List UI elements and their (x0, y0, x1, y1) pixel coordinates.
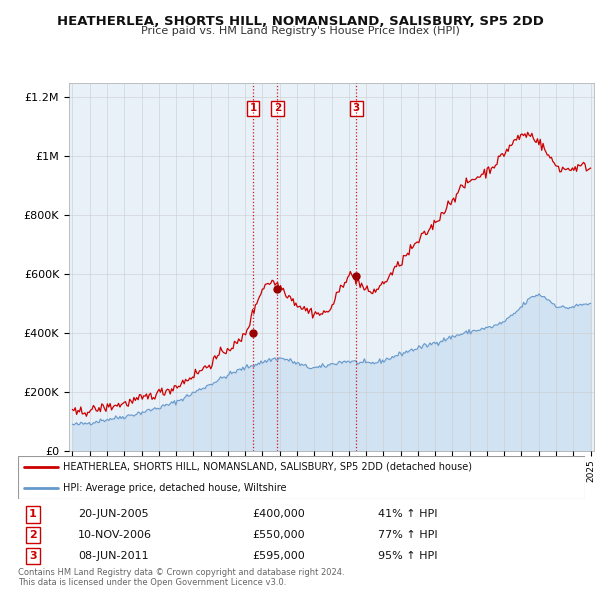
Text: 1: 1 (250, 103, 257, 113)
Text: HEATHERLEA, SHORTS HILL, NOMANSLAND, SALISBURY, SP5 2DD (detached house): HEATHERLEA, SHORTS HILL, NOMANSLAND, SAL… (64, 462, 472, 471)
FancyBboxPatch shape (18, 456, 585, 499)
Text: 3: 3 (29, 551, 37, 560)
Text: 08-JUN-2011: 08-JUN-2011 (78, 551, 149, 560)
Text: 10-NOV-2006: 10-NOV-2006 (78, 530, 152, 540)
Text: 2: 2 (29, 530, 37, 540)
Text: 95% ↑ HPI: 95% ↑ HPI (378, 551, 437, 560)
Text: £595,000: £595,000 (252, 551, 305, 560)
Text: 20-JUN-2005: 20-JUN-2005 (78, 510, 149, 519)
Text: 2: 2 (274, 103, 281, 113)
Text: 77% ↑ HPI: 77% ↑ HPI (378, 530, 437, 540)
Text: 3: 3 (353, 103, 360, 113)
Text: £400,000: £400,000 (252, 510, 305, 519)
Text: Price paid vs. HM Land Registry's House Price Index (HPI): Price paid vs. HM Land Registry's House … (140, 26, 460, 36)
Text: Contains HM Land Registry data © Crown copyright and database right 2024.
This d: Contains HM Land Registry data © Crown c… (18, 568, 344, 587)
Text: HPI: Average price, detached house, Wiltshire: HPI: Average price, detached house, Wilt… (64, 483, 287, 493)
Text: 41% ↑ HPI: 41% ↑ HPI (378, 510, 437, 519)
Text: £550,000: £550,000 (252, 530, 305, 540)
Text: HEATHERLEA, SHORTS HILL, NOMANSLAND, SALISBURY, SP5 2DD: HEATHERLEA, SHORTS HILL, NOMANSLAND, SAL… (56, 15, 544, 28)
Text: 1: 1 (29, 510, 37, 519)
